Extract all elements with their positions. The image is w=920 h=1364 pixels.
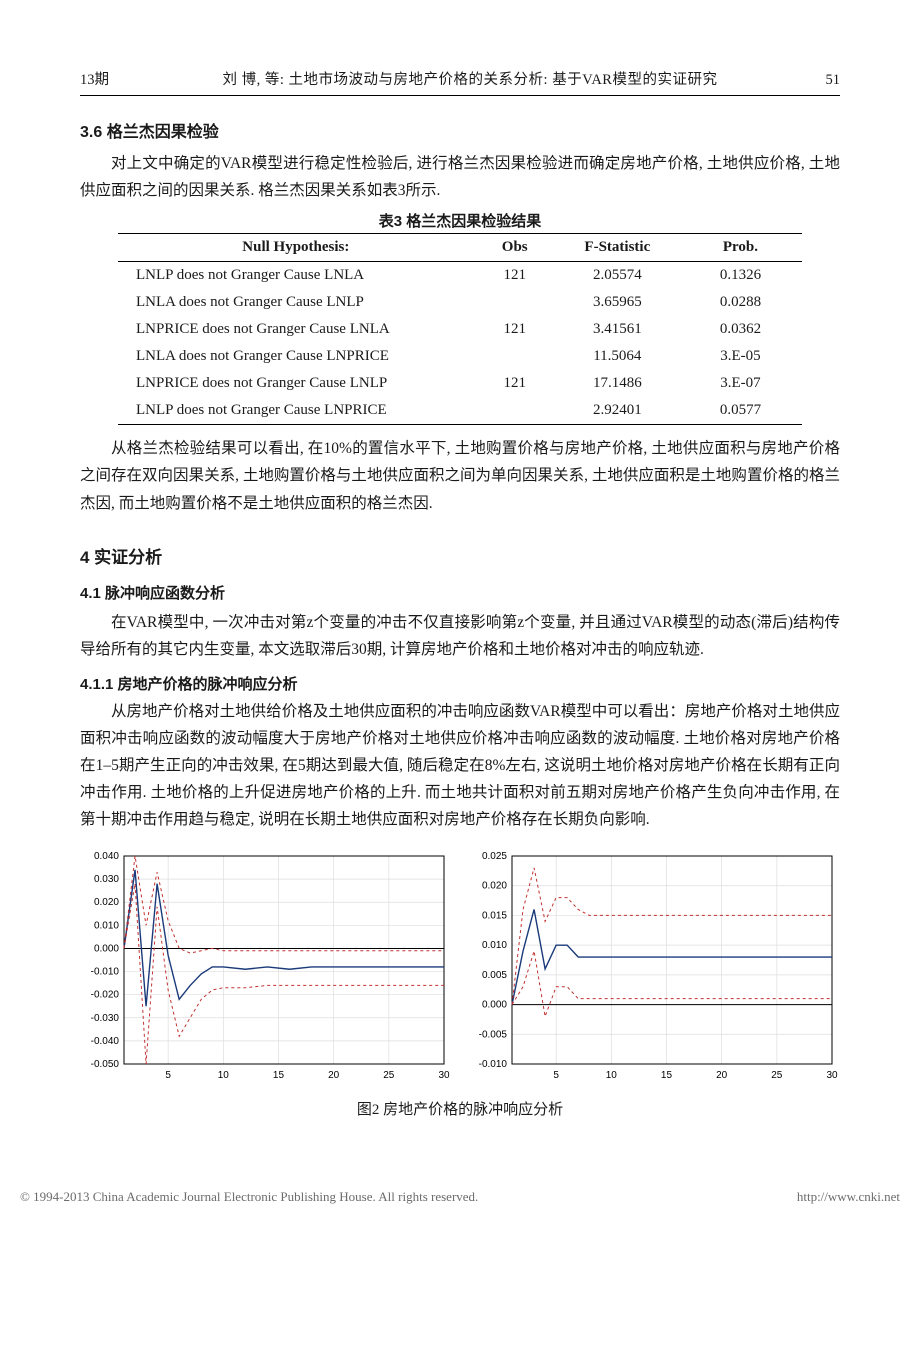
table-cell: LNPRICE does not Granger Cause LNLA bbox=[118, 316, 474, 343]
table-cell bbox=[474, 343, 556, 370]
para-after-table3: 从格兰杰检验结果可以看出, 在10%的置信水平下, 土地购置价格与房地产价格, … bbox=[80, 435, 840, 516]
svg-text:30: 30 bbox=[438, 1070, 450, 1081]
section-4-1-1-para: 从房地产价格对土地供给价格及土地供应面积的冲击响应函数VAR模型中可以看出：房地… bbox=[80, 698, 840, 834]
running-title: 刘 博, 等: 土地市场波动与房地产价格的关系分析: 基于VAR模型的实证研究 bbox=[140, 68, 800, 89]
svg-text:25: 25 bbox=[771, 1070, 783, 1081]
table-cell: 121 bbox=[474, 262, 556, 290]
table-cell: 3.41561 bbox=[556, 316, 679, 343]
svg-text:20: 20 bbox=[716, 1070, 728, 1081]
table-cell: 3.E-07 bbox=[679, 370, 802, 397]
table3: Null Hypothesis: Obs F-Statistic Prob. L… bbox=[118, 233, 802, 425]
section-4-1-para: 在VAR模型中, 一次冲击对第z个变量的冲击不仅直接影响第z个变量, 并且通过V… bbox=[80, 609, 840, 663]
section-4-1-1-title: 4.1.1 房地产价格的脉冲响应分析 bbox=[80, 673, 840, 694]
footer-url: http://www.cnki.net bbox=[797, 1189, 900, 1205]
figure2-caption: 图2 房地产价格的脉冲响应分析 bbox=[80, 1098, 840, 1119]
table-cell: LNLP does not Granger Cause LNLA bbox=[118, 262, 474, 290]
section-3-6-para: 对上文中确定的VAR模型进行稳定性检验后, 进行格兰杰因果检验进而确定房地产价格… bbox=[80, 150, 840, 204]
svg-text:0.020: 0.020 bbox=[94, 897, 119, 908]
svg-text:0.040: 0.040 bbox=[94, 851, 119, 862]
svg-text:0.030: 0.030 bbox=[94, 874, 119, 885]
table-row: LNLA does not Granger Cause LNLP 3.659650… bbox=[118, 289, 802, 316]
table-cell: 17.1486 bbox=[556, 370, 679, 397]
table-cell: 2.92401 bbox=[556, 397, 679, 425]
issue-label: 13期 bbox=[80, 68, 140, 89]
col-null-hypothesis: Null Hypothesis: bbox=[118, 234, 474, 262]
page-number: 51 bbox=[800, 72, 840, 89]
table-cell: 121 bbox=[474, 316, 556, 343]
table-cell: LNLA does not Granger Cause LNPRICE bbox=[118, 343, 474, 370]
table-cell: LNPRICE does not Granger Cause LNLP bbox=[118, 370, 474, 397]
footer: © 1994-2013 China Academic Journal Elect… bbox=[0, 1159, 920, 1225]
svg-text:25: 25 bbox=[383, 1070, 395, 1081]
svg-text:10: 10 bbox=[218, 1070, 230, 1081]
figure2-left-chart: -0.050 -0.040 -0.030 -0.020 -0.010 0.000 0.010… bbox=[80, 848, 452, 1086]
svg-text:0.015: 0.015 bbox=[482, 910, 507, 921]
table-cell: 0.0288 bbox=[679, 289, 802, 316]
table3-header-row: Null Hypothesis: Obs F-Statistic Prob. bbox=[118, 234, 802, 262]
table-cell bbox=[474, 289, 556, 316]
table-cell: 3.65965 bbox=[556, 289, 679, 316]
footer-copyright: © 1994-2013 China Academic Journal Elect… bbox=[20, 1189, 478, 1205]
table-cell: 0.0577 bbox=[679, 397, 802, 425]
table-row: LNPRICE does not Granger Cause LNLA1213.… bbox=[118, 316, 802, 343]
table-cell: 121 bbox=[474, 370, 556, 397]
svg-text:-0.050: -0.050 bbox=[91, 1059, 120, 1070]
page: 13期 刘 博, 等: 土地市场波动与房地产价格的关系分析: 基于VAR模型的实… bbox=[0, 0, 920, 1159]
table-row: LNLA does not Granger Cause LNPRICE 11.50… bbox=[118, 343, 802, 370]
svg-text:0.010: 0.010 bbox=[482, 940, 507, 951]
col-fstat: F-Statistic bbox=[556, 234, 679, 262]
svg-text:0.010: 0.010 bbox=[94, 920, 119, 931]
svg-text:0.005: 0.005 bbox=[482, 969, 507, 980]
svg-text:-0.005: -0.005 bbox=[479, 1029, 508, 1040]
section-4-title: 4 实证分析 bbox=[80, 543, 840, 568]
svg-text:5: 5 bbox=[165, 1070, 171, 1081]
table-cell: 3.E-05 bbox=[679, 343, 802, 370]
svg-text:0.025: 0.025 bbox=[482, 851, 507, 862]
svg-text:0.000: 0.000 bbox=[482, 999, 507, 1010]
section-4-1-title: 4.1 脉冲响应函数分析 bbox=[80, 582, 840, 603]
col-prob: Prob. bbox=[679, 234, 802, 262]
table-cell bbox=[474, 397, 556, 425]
svg-text:-0.010: -0.010 bbox=[479, 1059, 508, 1070]
svg-text:0.020: 0.020 bbox=[482, 880, 507, 891]
col-obs: Obs bbox=[474, 234, 556, 262]
svg-text:15: 15 bbox=[273, 1070, 285, 1081]
table-cell: 0.1326 bbox=[679, 262, 802, 290]
svg-text:5: 5 bbox=[553, 1070, 559, 1081]
table-cell: LNLA does not Granger Cause LNLP bbox=[118, 289, 474, 316]
svg-text:0.000: 0.000 bbox=[94, 943, 119, 954]
svg-text:-0.010: -0.010 bbox=[91, 966, 120, 977]
table-row: LNLP does not Granger Cause LNPRICE 2.924… bbox=[118, 397, 802, 425]
svg-text:-0.020: -0.020 bbox=[91, 989, 120, 1000]
section-3-6-title: 3.6 格兰杰因果检验 bbox=[80, 118, 840, 142]
table-cell: 0.0362 bbox=[679, 316, 802, 343]
table-row: LNPRICE does not Granger Cause LNLP12117… bbox=[118, 370, 802, 397]
svg-text:30: 30 bbox=[826, 1070, 838, 1081]
svg-text:-0.040: -0.040 bbox=[91, 1035, 120, 1046]
table-row: LNLP does not Granger Cause LNLA1212.055… bbox=[118, 262, 802, 290]
table-cell: 11.5064 bbox=[556, 343, 679, 370]
figure2-row: -0.050 -0.040 -0.030 -0.020 -0.010 0.000 0.010… bbox=[80, 848, 840, 1086]
svg-text:-0.030: -0.030 bbox=[91, 1012, 120, 1023]
svg-text:10: 10 bbox=[606, 1070, 618, 1081]
table3-caption: 表3 格兰杰因果检验结果 bbox=[80, 210, 840, 231]
table-cell: LNLP does not Granger Cause LNPRICE bbox=[118, 397, 474, 425]
svg-text:15: 15 bbox=[661, 1070, 673, 1081]
svg-text:20: 20 bbox=[328, 1070, 340, 1081]
table-cell: 2.05574 bbox=[556, 262, 679, 290]
figure2-right-chart: -0.010 -0.005 0.000 0.005 0.010 0.015 0.020 0.0… bbox=[468, 848, 840, 1086]
running-header: 13期 刘 博, 等: 土地市场波动与房地产价格的关系分析: 基于VAR模型的实… bbox=[80, 68, 840, 96]
